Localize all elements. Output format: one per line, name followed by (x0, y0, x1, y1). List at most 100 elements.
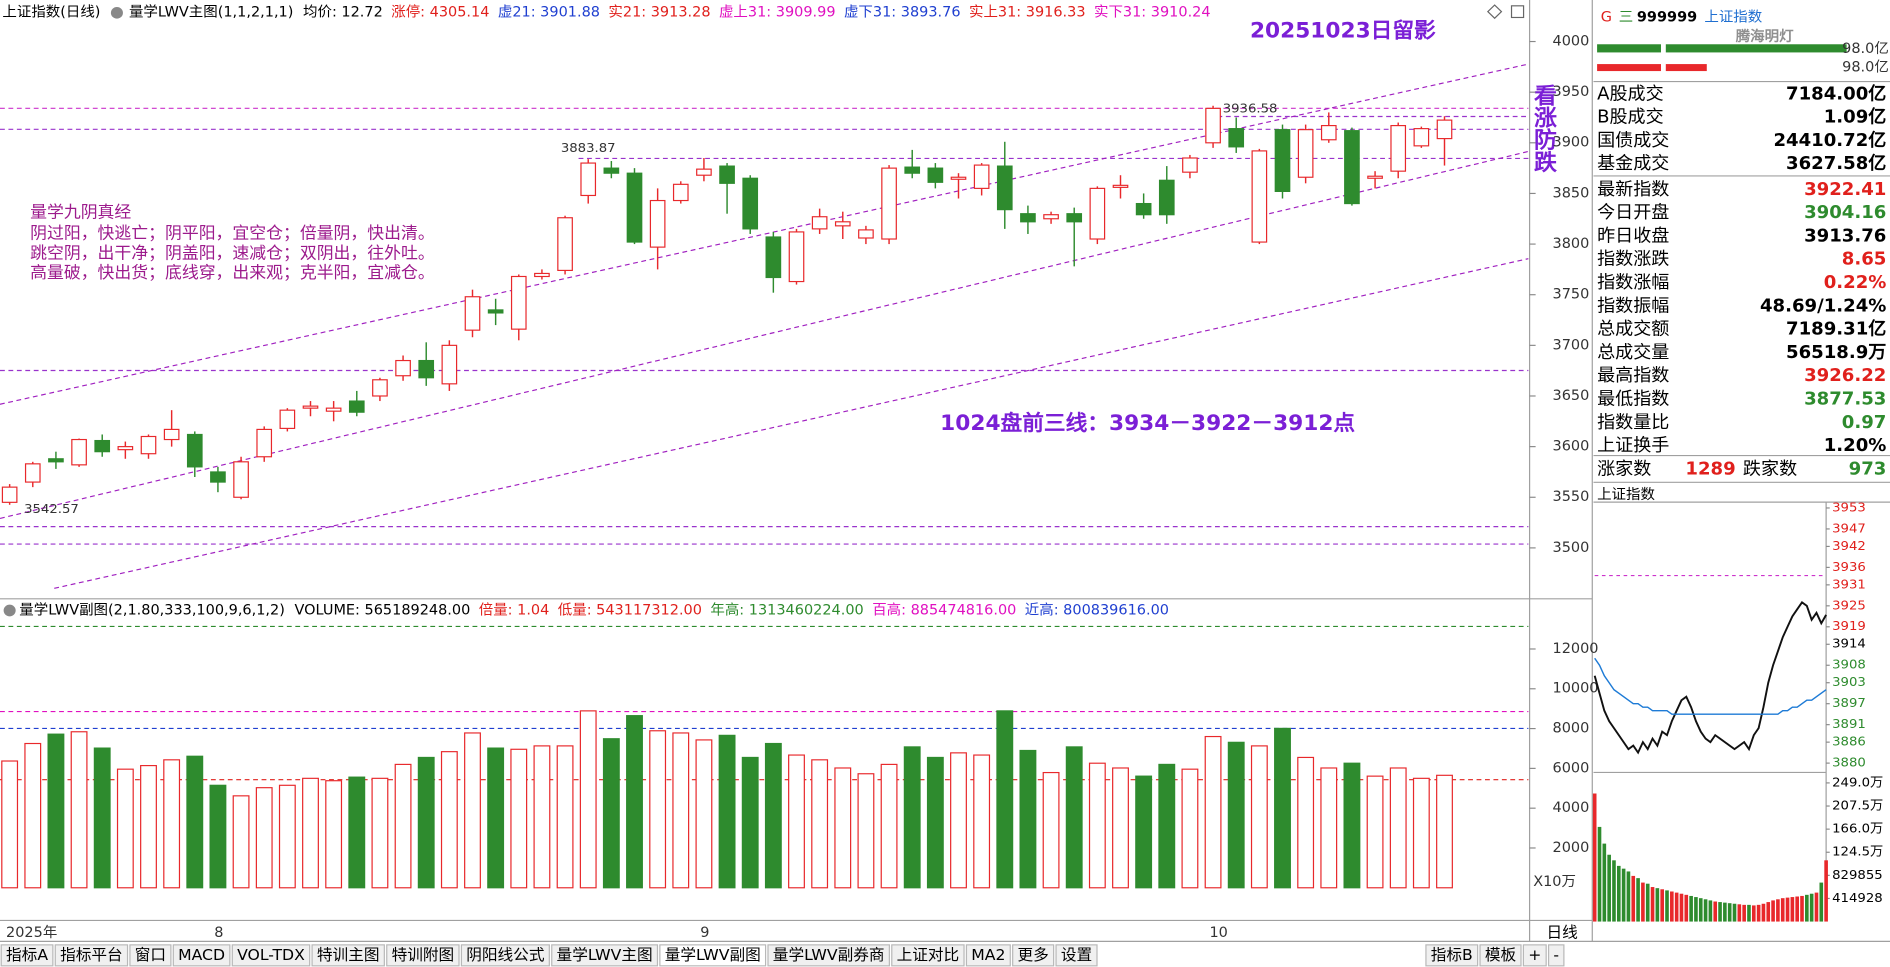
candle-body (302, 405, 319, 409)
volume-bar (834, 767, 852, 889)
tab[interactable]: 设置 (1061, 946, 1092, 964)
y-tick-label: 3880 (1832, 756, 1866, 771)
tab-background[interactable] (1012, 944, 1055, 967)
intraday-volume-bar (1819, 882, 1824, 922)
annotation: 20251023日留影 (1250, 18, 1436, 44)
y-tick-label: 12000 (1553, 641, 1599, 657)
quote-label: B股成交 (1597, 107, 1664, 128)
tab-background[interactable] (386, 944, 460, 967)
tab[interactable]: 量学LWV副图 (665, 946, 761, 964)
tab-background[interactable] (460, 944, 550, 967)
menu-icon[interactable]: 三 (1619, 10, 1633, 26)
tab[interactable]: MA2 (971, 946, 1005, 964)
volume-bar (394, 763, 412, 889)
volume-bar (93, 747, 111, 889)
tab-background[interactable] (965, 944, 1011, 967)
y-tick-label: 166.0万 (1832, 822, 1883, 837)
tab[interactable]: + (1528, 946, 1541, 964)
tab[interactable]: 特训附图 (392, 946, 455, 964)
tab[interactable]: 阴阳线公式 (466, 946, 544, 964)
volume-bar (1665, 44, 1847, 53)
tab[interactable]: 模板 (1485, 946, 1516, 964)
quote-value: 1.20% (1824, 435, 1887, 456)
channel-line (54, 258, 1529, 589)
tab-background[interactable] (172, 944, 231, 967)
tab-background[interactable] (231, 944, 311, 967)
volume-bar (302, 777, 319, 889)
intraday-volume-bar (1805, 894, 1809, 922)
volume-bar (1042, 771, 1060, 889)
tab[interactable]: VOL-TDX (237, 946, 305, 964)
tab[interactable]: 窗口 (135, 946, 166, 964)
candle-body (372, 379, 388, 397)
tab[interactable]: MACD (178, 946, 225, 964)
date-label: 10 (1209, 925, 1227, 941)
tab[interactable]: 指标A (6, 946, 48, 964)
indicator-icon[interactable] (110, 6, 123, 19)
tab-background[interactable] (1547, 944, 1565, 967)
y-tick-label: 3600 (1553, 439, 1590, 455)
candle-body (1020, 213, 1036, 223)
window-icon[interactable] (1510, 5, 1525, 19)
g-icon[interactable]: G (1601, 10, 1612, 26)
tab[interactable]: 量学LWV主图 (557, 946, 653, 964)
tab[interactable]: 特训主图 (317, 946, 380, 964)
indicator-icon[interactable] (3, 604, 16, 617)
volume-bar (602, 738, 620, 889)
candle-body (464, 296, 481, 331)
tab-background[interactable] (1425, 944, 1479, 967)
indicator-stat: 均价: 12.72 (303, 4, 383, 21)
volume-bar (1597, 44, 1661, 53)
tab[interactable]: 上证对比 (897, 946, 960, 964)
candle-body (48, 458, 64, 463)
volume-bar (348, 776, 366, 889)
period-label[interactable]: 日线 (1546, 924, 1577, 942)
candle-body (163, 428, 180, 441)
quote-label: A股成交 (1597, 84, 1664, 105)
tab[interactable]: - (1553, 946, 1559, 964)
intraday-volume-bar (1742, 904, 1746, 922)
tab-background[interactable] (54, 944, 129, 967)
candle-body (1066, 213, 1083, 223)
tab-background[interactable] (0, 944, 54, 967)
tab[interactable]: 指标B (1431, 946, 1473, 964)
tab-background[interactable] (1055, 944, 1098, 967)
y-tick-label: 3500 (1553, 540, 1590, 556)
tab[interactable]: 指标平台 (60, 946, 123, 964)
intraday-volume-bar (1607, 854, 1611, 922)
y-tick-label: 3931 (1832, 577, 1866, 592)
tab[interactable]: 更多 (1017, 946, 1048, 964)
volume-bar (903, 746, 921, 889)
y-tick-label: 10000 (1553, 681, 1599, 697)
tab[interactable]: 量学LWV副券商 (773, 946, 885, 964)
tab-background[interactable] (767, 944, 890, 967)
tab-background[interactable] (891, 944, 965, 967)
window-icon[interactable] (1486, 4, 1503, 20)
quote-label: 昨日收盘 (1597, 226, 1669, 247)
tab-background[interactable] (551, 944, 659, 967)
quote-label: 最低指数 (1597, 389, 1669, 410)
candle-body (441, 344, 458, 385)
volume-bar (811, 759, 829, 889)
sub-indicator-stat: 近高: 800839616.00 (1025, 602, 1169, 619)
note-title: 量学九阴真经 (30, 203, 131, 222)
intraday-volume-bar (1670, 891, 1674, 922)
volume-bar (24, 742, 42, 889)
tab-background[interactable] (129, 944, 172, 967)
price-label: 3542.57 (24, 502, 79, 517)
breadth-label: 跌家数 (1743, 459, 1797, 480)
breadth-label: 涨家数 (1597, 459, 1651, 480)
date-label: 8 (214, 925, 223, 941)
tab-background[interactable] (1479, 944, 1522, 967)
quote-value: 7184.00亿 (1786, 83, 1887, 105)
tab-background[interactable] (659, 944, 767, 967)
volume-bar (417, 756, 435, 889)
tab-background[interactable] (1522, 944, 1547, 967)
tab-background[interactable] (311, 944, 385, 967)
candle-body (626, 172, 643, 243)
y-tick-label: 3900 (1553, 135, 1590, 151)
date-label: 9 (700, 925, 709, 941)
volume-bar (1665, 64, 1707, 72)
indicator-stat: 虚21: 3901.88 (498, 4, 600, 21)
candle-body (1367, 175, 1383, 179)
